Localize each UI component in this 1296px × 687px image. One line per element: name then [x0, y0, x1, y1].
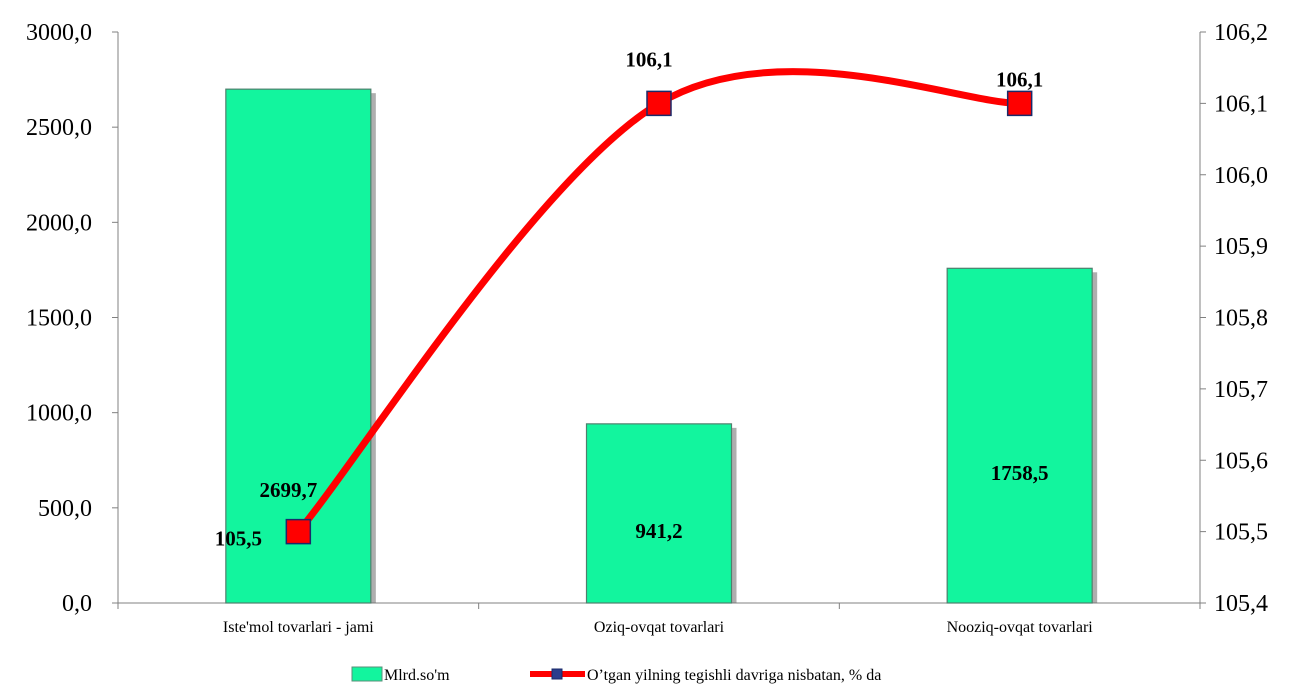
y-left-tick-label: 500,0 — [38, 496, 92, 522]
bar-data-label: 941,2 — [635, 519, 682, 543]
bar — [946, 267, 1093, 604]
y-right-tick-label: 106,2 — [1214, 20, 1268, 46]
y-right-tick-label: 105,4 — [1214, 591, 1268, 617]
y-left-tick-label: 0,0 — [62, 591, 92, 617]
y-right-tick-label: 105,9 — [1214, 234, 1268, 260]
axes: 0,0 500,0 1000,0 1500,0 2000,0 2500,0 3000,0 10… — [26, 20, 1268, 636]
y-right-tick-label: 106,1 — [1214, 91, 1268, 117]
line-path — [294, 68, 1024, 536]
legend: Mlrd.so'm O’tgan yilning tegishli davrig… — [351, 666, 881, 684]
line-point-marker — [646, 90, 672, 117]
y-right-tick-label: 105,8 — [1214, 306, 1268, 332]
y-right-tick-label: 105,6 — [1214, 448, 1268, 474]
legend-line-marker — [551, 668, 563, 680]
legend-bar-label: Mlrd.so'm — [384, 667, 450, 684]
bar-data-label: 2699,7 — [259, 478, 317, 502]
y-left-tick-label: 2000,0 — [26, 210, 92, 236]
legend-bar-swatch — [351, 666, 383, 682]
line-point-marker — [1006, 90, 1033, 117]
x-tick-label: Iste'mol tovarlari - jami — [223, 619, 374, 636]
y-right-tick-label: 105,5 — [1214, 520, 1268, 546]
y-left-tick-label: 2500,0 — [26, 115, 92, 141]
y-left-tick-label: 1500,0 — [26, 306, 92, 332]
bar-data-label: 1758,5 — [991, 461, 1049, 485]
line-data-label: 106,1 — [996, 67, 1043, 91]
bar — [585, 423, 733, 604]
y-left-tick-label: 1000,0 — [26, 401, 92, 427]
x-tick-label: Oziq-ovqat tovarlari — [594, 619, 725, 636]
legend-line-label: O’tgan yilning tegishli davriga nisbatan… — [587, 667, 881, 684]
y-right-tick-label: 105,7 — [1214, 377, 1268, 403]
data-labels: 2699,7 941,2 1758,5 105,5 106,1 106,1 — [215, 47, 1049, 550]
x-tick-label: Nooziq-ovqat tovarlari — [947, 619, 1094, 636]
y-right-tick-label: 106,0 — [1214, 163, 1268, 189]
line-data-label: 105,5 — [215, 527, 262, 551]
bar-series — [225, 88, 1098, 604]
line-point-marker — [285, 518, 312, 545]
line-series — [285, 68, 1033, 545]
y-left-tick-label: 3000,0 — [26, 20, 92, 46]
bar — [225, 88, 372, 604]
line-data-label: 106,1 — [625, 47, 672, 71]
